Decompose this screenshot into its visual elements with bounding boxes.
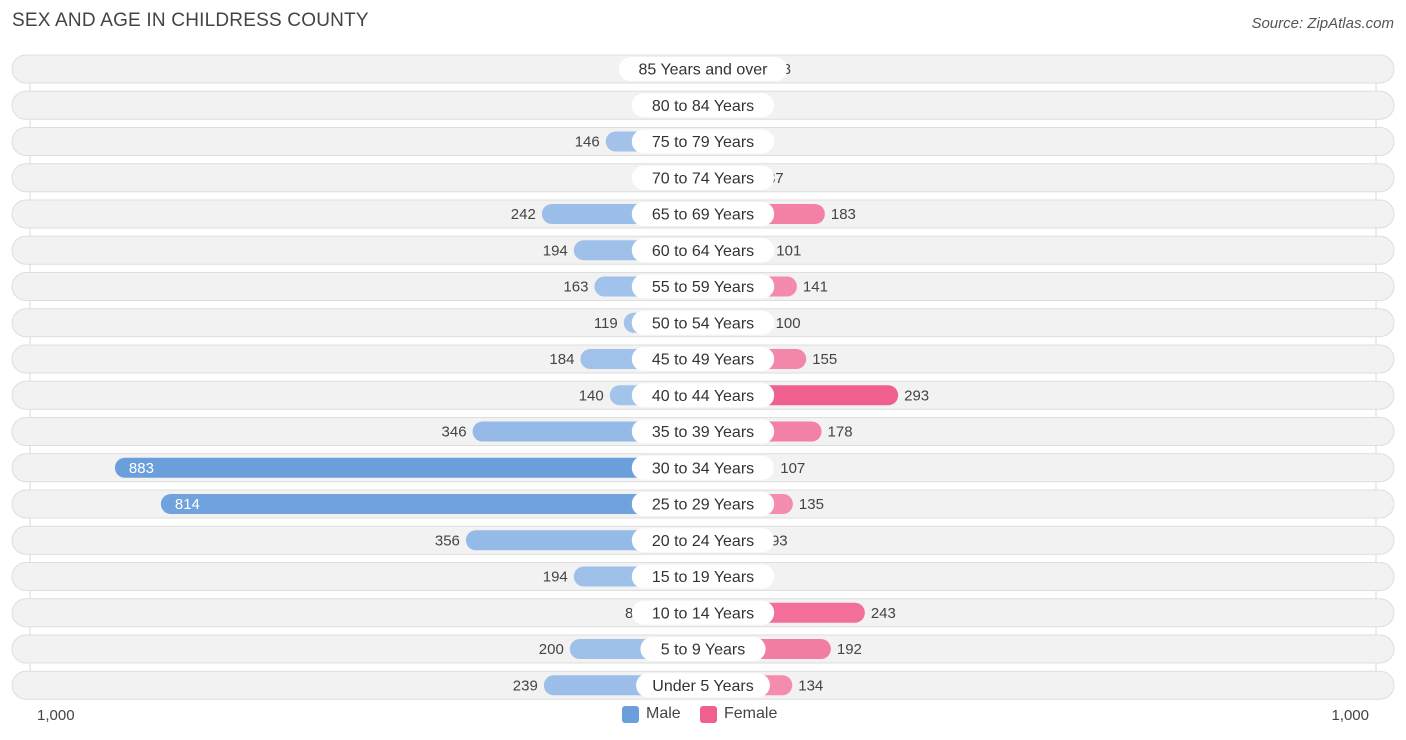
- legend-label-female: Female: [724, 705, 778, 722]
- category-label-background: [631, 310, 775, 335]
- category-label-background: [631, 528, 775, 553]
- category-label: 30 to 34 Years: [652, 460, 754, 477]
- category-label-background: [631, 419, 775, 444]
- category-label-background: [636, 673, 770, 698]
- bar-male: [160, 494, 704, 514]
- category-label-background: [631, 347, 775, 371]
- value-label-male: 239: [513, 677, 538, 694]
- row-3: 648770 to 74 Years: [11, 163, 1395, 193]
- category-label-background: [631, 202, 775, 226]
- value-label-female: 243: [871, 605, 896, 622]
- value-label-female: 155: [812, 351, 837, 368]
- bar-male: [114, 457, 703, 478]
- row-13: 356 93 20 to 24 Years: [11, 525, 1395, 555]
- value-label-female: 101: [776, 242, 801, 259]
- value-label-male: 814: [175, 496, 200, 513]
- category-label: 80 to 84 Years: [652, 98, 754, 115]
- category-label-background: [618, 57, 788, 81]
- value-label-male: 346: [442, 424, 467, 441]
- legend-swatch-female: [700, 705, 717, 723]
- value-label-female: 141: [803, 279, 828, 296]
- category-label: 10 to 14 Years: [652, 605, 754, 622]
- source-note: Source: ZipAtlas.com: [1251, 15, 1394, 32]
- category-label: 45 to 49 Years: [652, 352, 754, 369]
- axis-label-right: 1,000: [1331, 707, 1369, 724]
- value-label-male: 356: [435, 532, 460, 549]
- value-label-female: 192: [837, 641, 862, 658]
- category-label: 65 to 69 Years: [652, 207, 754, 224]
- category-label-background: [640, 637, 766, 661]
- value-label-female: 135: [799, 496, 824, 513]
- value-label-female: 107: [780, 460, 805, 477]
- value-label-male: 242: [511, 206, 536, 223]
- legend-item-female[interactable]: Female: [700, 705, 777, 723]
- value-label-male: 119: [594, 315, 618, 332]
- value-label-male: 200: [539, 641, 564, 658]
- category-label: Under 5 Years: [652, 678, 753, 695]
- legend-label-male: Male: [646, 705, 681, 722]
- legend: Male Female: [0, 705, 1406, 725]
- category-label-background: [631, 165, 775, 190]
- row-1: 124380 to 84 Years: [11, 90, 1395, 120]
- category-label: 50 to 54 Years: [652, 315, 754, 332]
- category-label: 5 to 9 Years: [661, 642, 746, 659]
- category-label: 60 to 64 Years: [652, 243, 754, 260]
- category-label: 85 Years and over: [639, 62, 769, 79]
- value-label-male: 883: [129, 460, 154, 477]
- legend-item-male[interactable]: Male: [622, 705, 681, 723]
- value-label-female: 293: [904, 387, 929, 404]
- value-label-female: 93: [771, 532, 788, 549]
- row-5: 194 101 60 to 64 Years: [11, 235, 1395, 265]
- category-label: 15 to 19 Years: [652, 569, 754, 586]
- row-2: 1465175 to 79 Years: [11, 127, 1395, 156]
- category-label: 40 to 44 Years: [652, 388, 754, 405]
- category-label-background: [631, 274, 775, 299]
- row-10: 346 178 35 to 39 Years: [11, 417, 1395, 446]
- row-16: 200 192 5 to 9 Years: [11, 634, 1395, 664]
- category-label-background: [631, 600, 775, 625]
- axis-label-left: 1,000: [37, 707, 75, 724]
- category-label-background: [631, 492, 775, 516]
- value-label-female: 178: [828, 424, 853, 441]
- category-label: 20 to 24 Years: [652, 533, 754, 550]
- category-label-background: [631, 383, 775, 408]
- row-9: 140 293 40 to 44 Years: [11, 380, 1395, 410]
- row-12: 814 135 25 to 29 Years: [11, 489, 1395, 519]
- value-label-male: 194: [543, 569, 568, 586]
- row-4: 242 183 65 to 69 Years: [11, 199, 1395, 229]
- category-label: 55 to 59 Years: [652, 279, 754, 296]
- category-label: 25 to 29 Years: [652, 497, 754, 514]
- row-17: 239 134 Under 5 Years: [11, 670, 1395, 700]
- row-14: 1945415 to 19 Years: [11, 562, 1395, 591]
- legend-swatch-male: [622, 705, 639, 723]
- category-label: 35 to 39 Years: [652, 424, 754, 441]
- row-0: 149885 Years and over: [11, 54, 1395, 84]
- category-label-background: [631, 129, 775, 154]
- row-6: 163 141 55 to 59 Years: [11, 272, 1395, 301]
- row-15: 8324310 to 14 Years: [11, 598, 1395, 628]
- chart-title: SEX AND AGE IN CHILDRESS COUNTY: [12, 10, 369, 31]
- value-label-male: 194: [543, 242, 568, 259]
- value-label-male: 146: [575, 134, 600, 151]
- population-pyramid-chart: 149885 Years and over 124380 to 84 Years 1…: [11, 54, 1395, 700]
- value-label-male: 163: [563, 279, 588, 296]
- row-8: 184 155 45 to 49 Years: [11, 344, 1395, 374]
- row-7: 119 100 50 to 54 Years: [11, 308, 1395, 338]
- category-label-background: [631, 93, 775, 118]
- category-label-background: [631, 455, 775, 480]
- value-label-male: 140: [579, 387, 604, 404]
- value-label-female: 183: [831, 206, 856, 223]
- category-label-background: [631, 238, 775, 263]
- row-11: 883 107 30 to 34 Years: [11, 453, 1395, 483]
- category-label-background: [631, 564, 775, 589]
- category-label: 75 to 79 Years: [652, 134, 754, 151]
- value-label-male: 184: [549, 351, 574, 368]
- category-label: 70 to 74 Years: [652, 170, 754, 187]
- value-label-female: 134: [798, 677, 823, 694]
- value-label-female: 100: [776, 315, 801, 332]
